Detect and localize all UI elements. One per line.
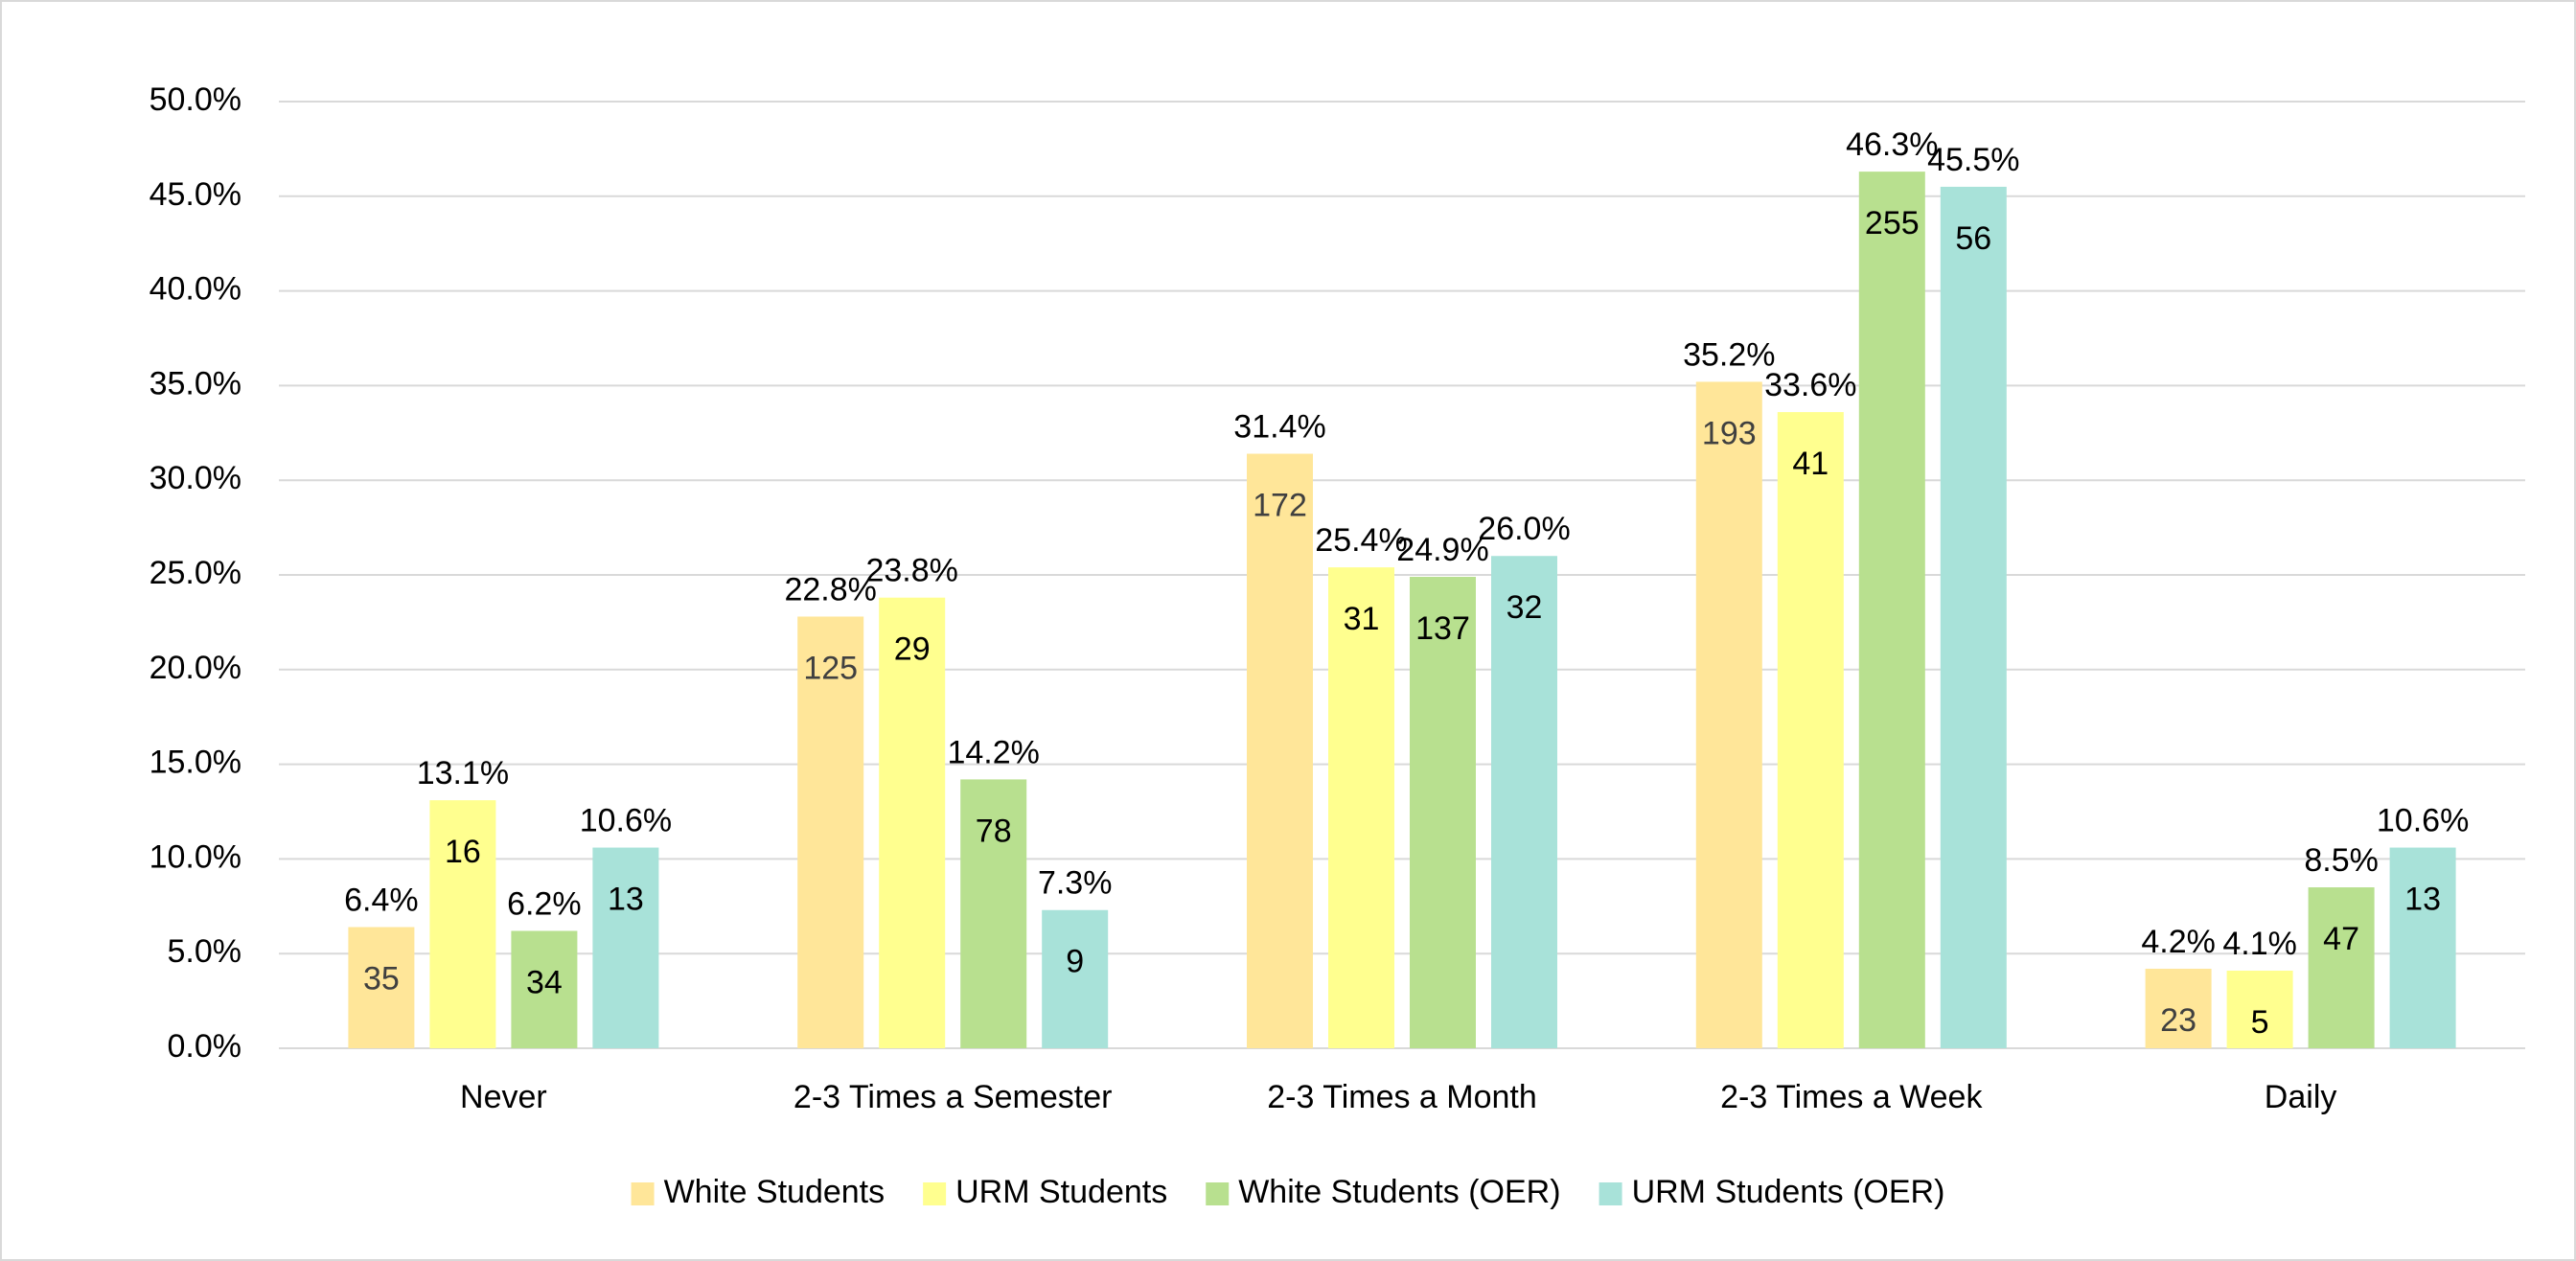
y-tick-label: 5.0% [168,933,242,970]
value-label: 6.2% [507,885,582,922]
count-label: 137 [1415,610,1470,647]
bar [879,597,946,1048]
bar [1410,576,1476,1048]
legend-swatch [631,1182,655,1205]
bar [1042,909,1109,1048]
count-label: 23 [2160,1002,2196,1039]
legend-label: White Students (OER) [1238,1174,1560,1210]
y-tick-label: 45.0% [150,176,242,213]
x-tick-label: 2-3 Times a Semester [794,1079,1113,1115]
bar [2389,847,2456,1048]
legend-swatch [1598,1182,1622,1205]
legend-swatch [923,1182,947,1205]
y-tick-label: 25.0% [150,555,242,591]
legend-label: URM Students [955,1174,1167,1210]
y-tick-label: 40.0% [150,271,242,308]
x-tick-label: Daily [2265,1079,2337,1115]
y-tick-label: 35.0% [150,365,242,401]
value-label: 33.6% [1764,367,1856,403]
bar [2308,887,2375,1048]
bar [511,930,578,1048]
count-label: 32 [1506,589,1543,626]
bar [592,847,659,1048]
value-label: 25.4% [1315,522,1407,559]
bar [1491,556,1557,1048]
bar [429,800,496,1048]
count-label: 31 [1344,601,1380,637]
value-label: 6.4% [344,883,419,919]
value-label: 14.2% [947,734,1039,770]
count-label: 255 [1865,205,1920,241]
value-label: 4.2% [2141,924,2216,960]
bar [348,927,415,1048]
bar [1328,567,1394,1048]
x-tick-label: 2-3 Times a Month [1267,1079,1537,1115]
count-label: 172 [1253,488,1307,524]
y-tick-label: 0.0% [168,1028,242,1065]
value-label: 22.8% [784,571,876,608]
count-label: 47 [2323,921,2359,957]
value-label: 26.0% [1478,511,1570,547]
legend-label: White Students [664,1174,886,1210]
count-label: 13 [2404,882,2441,918]
count-label: 56 [1955,220,1991,257]
value-label: 24.9% [1396,532,1488,568]
bar [1247,453,1313,1048]
count-label: 16 [445,834,481,870]
value-label: 13.1% [417,755,509,791]
count-label: 34 [526,964,563,1000]
bar [2226,970,2293,1048]
count-label: 9 [1066,944,1084,980]
y-tick-label: 15.0% [150,745,242,781]
legend-label: URM Students (OER) [1632,1174,1945,1210]
count-label: 35 [363,961,400,997]
bar [797,616,864,1048]
value-label: 45.5% [1927,142,2019,178]
value-label: 46.3% [1846,126,1938,163]
y-tick-label: 20.0% [150,650,242,686]
bar [1777,412,1844,1049]
count-label: 41 [1792,446,1828,482]
legend-swatch [1206,1182,1230,1205]
value-label: 8.5% [2304,842,2379,879]
x-tick-label: Never [460,1079,547,1115]
bar [1858,172,1925,1048]
value-label: 31.4% [1233,409,1325,446]
value-label: 35.2% [1683,336,1775,373]
bar [960,779,1027,1048]
value-label: 7.3% [1038,865,1113,902]
count-label: 5 [2251,1004,2269,1041]
value-label: 10.6% [580,803,672,839]
count-label: 13 [608,882,644,918]
x-tick-label: 2-3 Times a Week [1720,1079,1983,1115]
value-label: 4.1% [2222,926,2297,962]
y-tick-label: 30.0% [150,460,242,496]
value-label: 23.8% [865,553,957,589]
count-label: 125 [803,650,858,686]
count-label: 78 [976,813,1012,849]
bar [2145,969,2212,1048]
y-tick-label: 10.0% [150,838,242,875]
count-label: 193 [1702,415,1757,451]
value-label: 10.6% [2377,803,2469,839]
bar [1940,186,2007,1049]
count-label: 29 [894,631,931,668]
y-tick-label: 50.0% [150,81,242,118]
bar [1695,381,1762,1048]
